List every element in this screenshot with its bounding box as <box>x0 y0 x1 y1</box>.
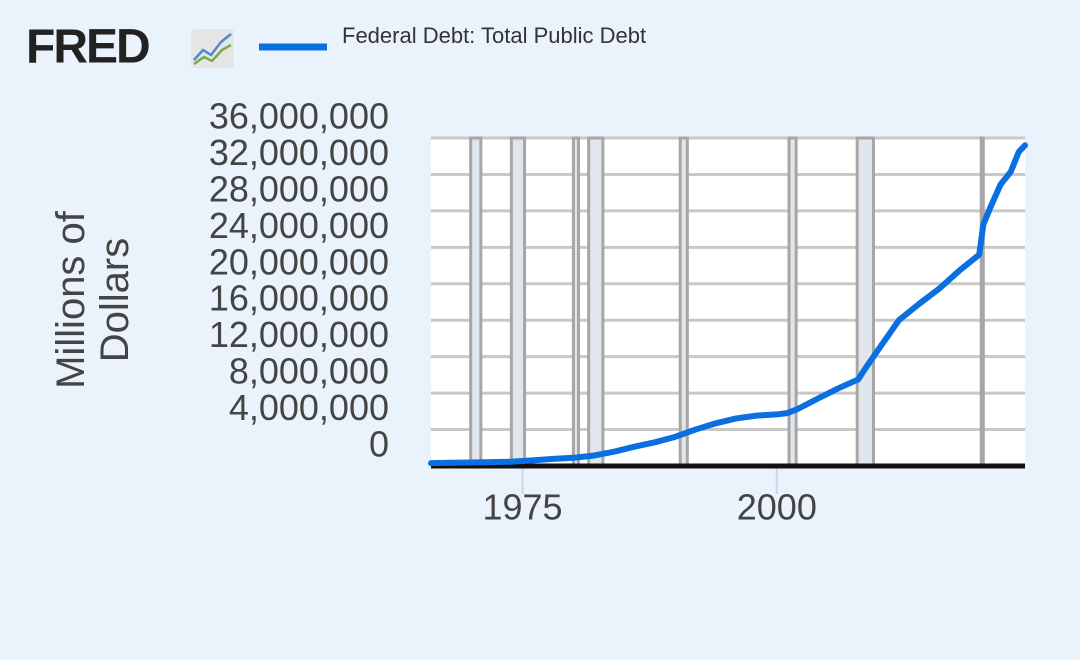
recession-band <box>587 136 605 468</box>
recession-band <box>469 136 483 468</box>
data-line <box>428 142 1028 467</box>
recession-band <box>678 136 689 468</box>
y-tick-label: 0 <box>369 424 389 465</box>
recession-band <box>855 136 875 468</box>
logo-text: FRED <box>26 21 149 74</box>
recession-band <box>787 136 798 468</box>
recession-band <box>979 136 985 468</box>
y-tick-label: 36,000,000 <box>209 96 389 137</box>
y-tick-label: 24,000,000 <box>209 205 389 246</box>
x-tick-label: 2000 <box>737 487 817 528</box>
y-tick-label: 16,000,000 <box>209 278 389 319</box>
y-tick-label: 32,000,000 <box>209 132 389 173</box>
legend-label: Federal Debt: Total Public Debt <box>342 23 646 48</box>
recession-band <box>509 136 527 468</box>
y-tick-label: 8,000,000 <box>229 351 389 392</box>
y-tick-label: 20,000,000 <box>209 241 389 282</box>
y-tick-label: 12,000,000 <box>209 314 389 355</box>
logo-icon <box>191 29 234 68</box>
recession-band <box>571 136 580 468</box>
y-axis-label: Millions of Dollars <box>49 211 137 389</box>
y-tick-label: 28,000,000 <box>209 168 389 209</box>
x-tick-label: 1975 <box>482 487 562 528</box>
y-tick-label: 4,000,000 <box>229 387 389 428</box>
